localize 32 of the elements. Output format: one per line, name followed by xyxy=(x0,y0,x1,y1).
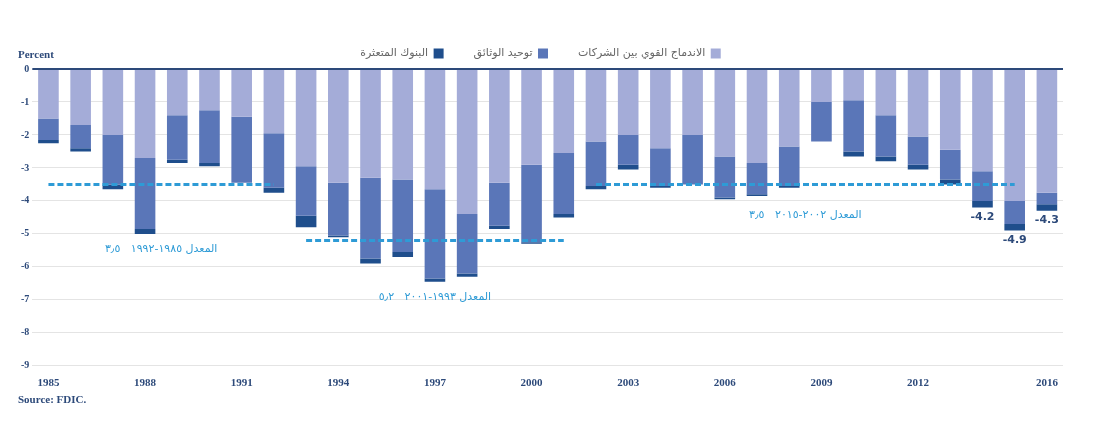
x-tick-label: 2009 xyxy=(810,376,833,389)
x-tick-label: 2000 xyxy=(520,376,544,389)
source-note: Source: FDIC. xyxy=(18,393,87,406)
x-tick-label: 2003 xyxy=(617,376,640,389)
text: المعدل ٢٠٠٢-٢٠١٥ ٣٫٥ xyxy=(749,207,862,221)
total-label: -4.3 xyxy=(1034,213,1059,227)
x-tick-label: 1991 xyxy=(230,376,253,389)
total-label: -4.9 xyxy=(1002,232,1027,246)
y-tick-label: -7 xyxy=(20,293,30,305)
y-tick-label: -8 xyxy=(20,326,30,338)
text: المعدل ١٩٩٣-٢٠٠١ ٥٫٢ xyxy=(378,290,492,304)
y-tick-label: -4 xyxy=(20,194,30,206)
text: المعدل ١٩٨٥-١٩٩٢ ٣٫٥ xyxy=(104,242,218,256)
x-tick-label: 1994 xyxy=(327,376,350,389)
y-tick-label: -6 xyxy=(20,260,30,272)
y-tick-label: -1 xyxy=(20,95,30,107)
y-tick-label: -2 xyxy=(20,128,30,140)
legend-label: توحيد الوثائق xyxy=(473,46,533,61)
x-tick-label: 2012 xyxy=(907,376,930,389)
y-tick-label: -9 xyxy=(20,359,30,371)
legend-label: البنوك المتعثرة xyxy=(360,46,429,60)
y-axis-title: Percent xyxy=(18,48,55,61)
y-tick-label: -5 xyxy=(20,227,30,239)
x-tick-label: 2006 xyxy=(713,376,737,389)
x-tick-label: 2016 xyxy=(1035,376,1059,389)
x-tick-label: 1985 xyxy=(37,376,60,389)
y-tick-label: -3 xyxy=(20,161,30,173)
total-label: -4.2 xyxy=(970,209,995,223)
legend-label: الاندماج القوي بين الشركات xyxy=(577,46,706,60)
x-tick-label: 1988 xyxy=(134,376,157,389)
x-tick-label: 1997 xyxy=(423,376,447,389)
y-tick-label: 0 xyxy=(24,62,30,74)
